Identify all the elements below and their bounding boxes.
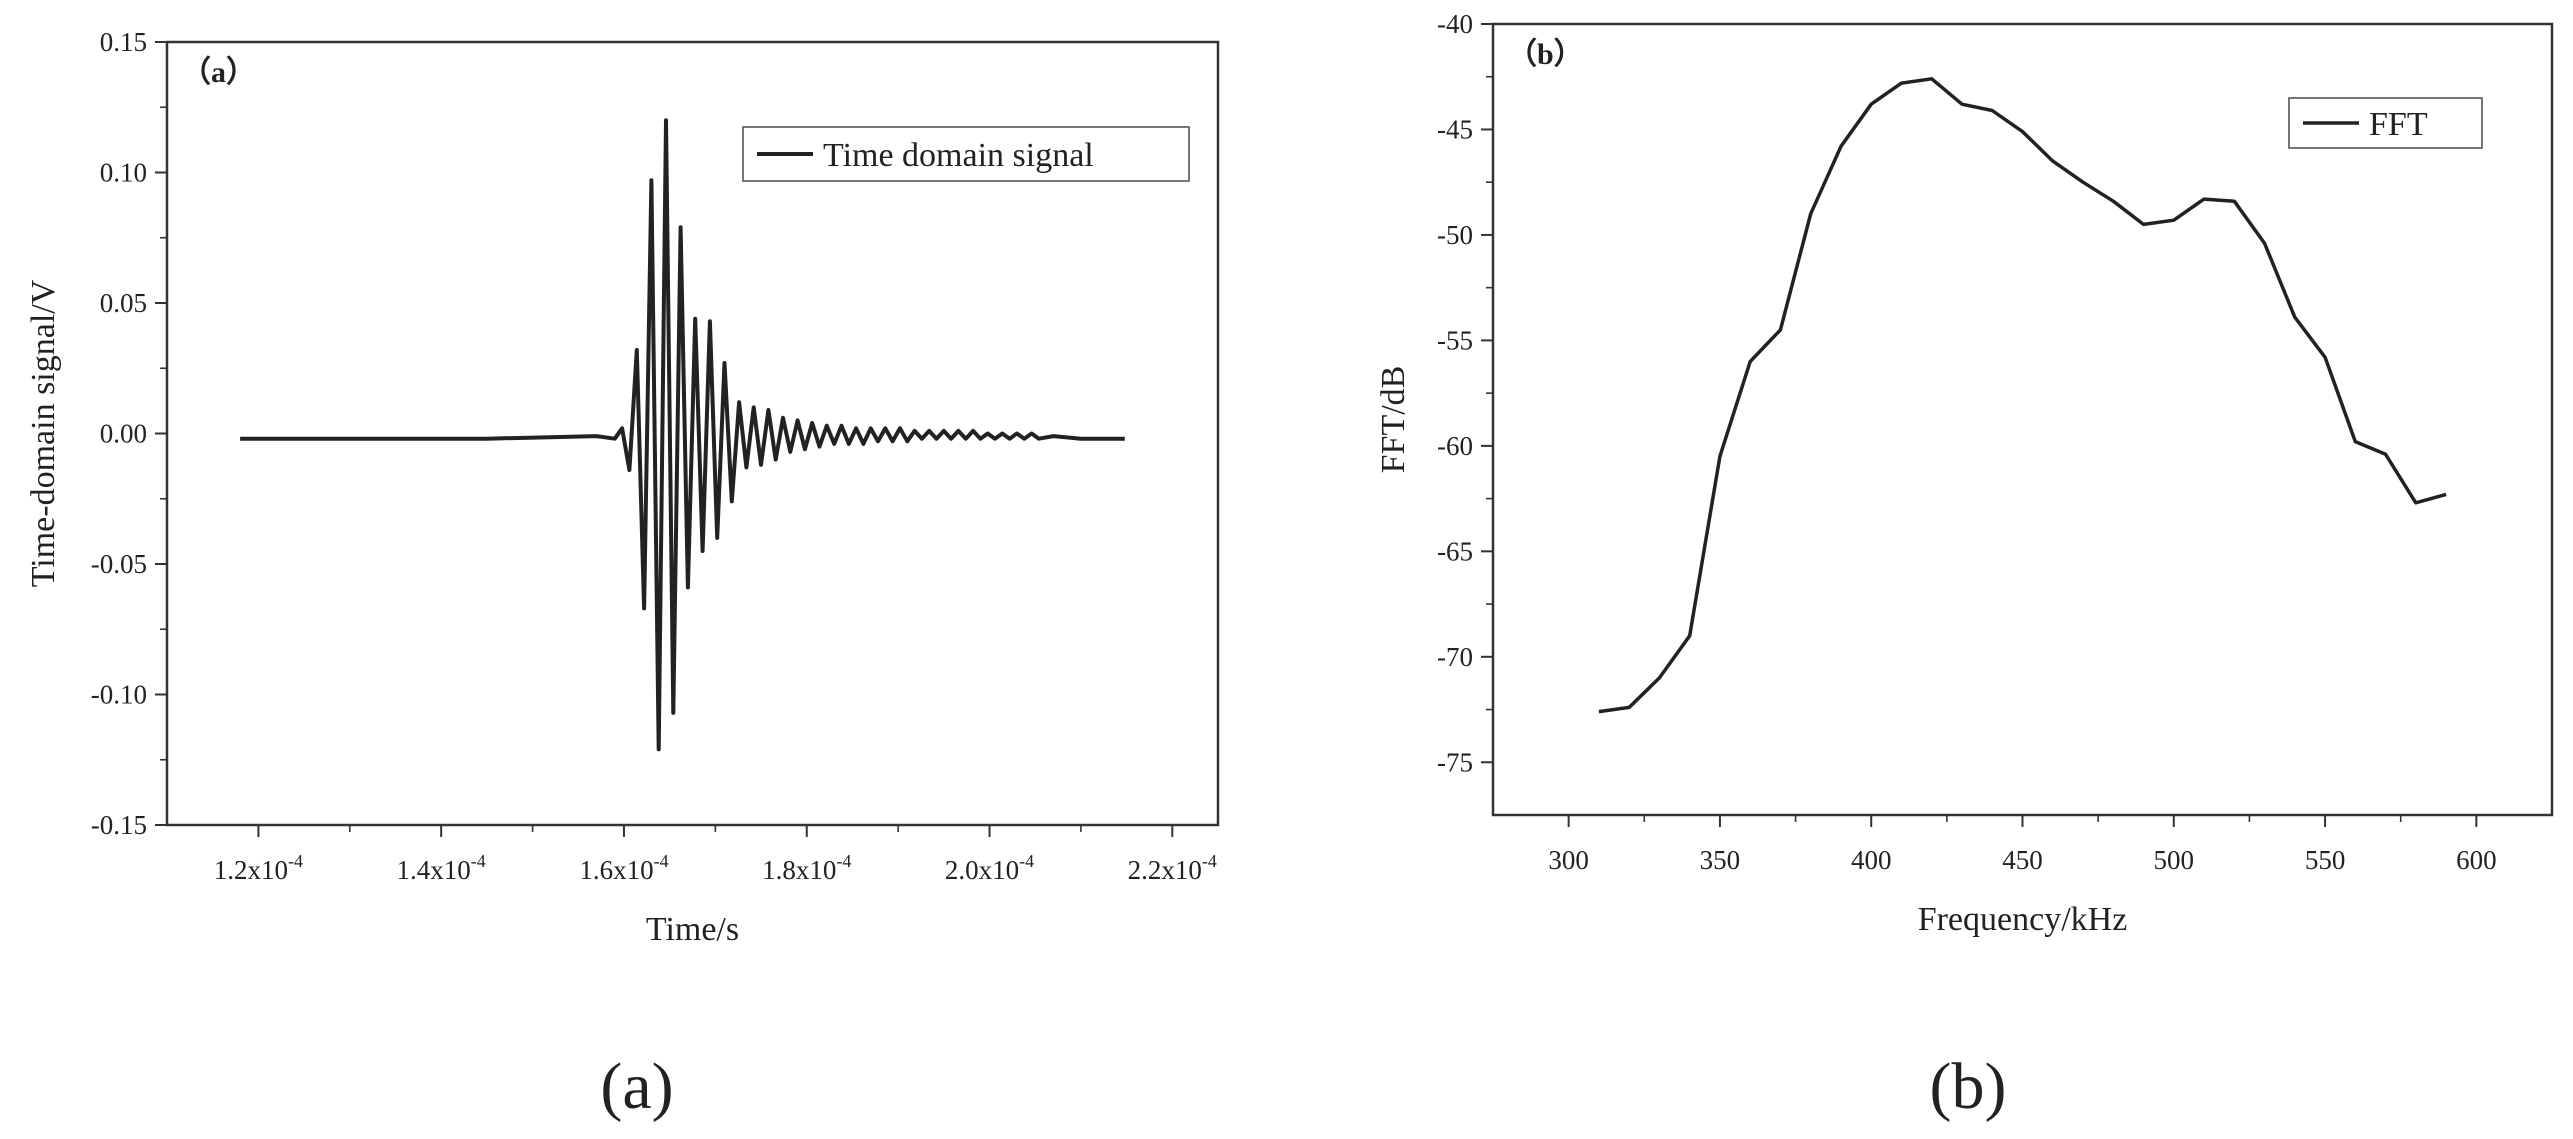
y-axis-title: Time-domain signal/V xyxy=(25,279,62,587)
y-tick-label: 0.15 xyxy=(100,27,147,57)
x-tick-label: 600 xyxy=(2456,845,2497,875)
x-tick-label: 1.6x10-4 xyxy=(579,851,668,885)
y-axis-ticks: -0.15 -0.10 -0.05 0.00 0.05 0.10 0.15 xyxy=(91,27,167,840)
y-axis-title: FFT/dB xyxy=(1375,366,1412,474)
x-tick-label: 1.4x10-4 xyxy=(397,851,486,885)
y-tick-label: -0.05 xyxy=(91,549,147,579)
x-tick-label: 2.0x10-4 xyxy=(945,851,1034,885)
x-tick-label: 400 xyxy=(1851,845,1892,875)
y-tick-label: -45 xyxy=(1437,114,1473,144)
y-tick-label: -60 xyxy=(1437,431,1473,461)
figure-caption: (a) xyxy=(600,1050,673,1123)
x-tick-label: 1.2x10-4 xyxy=(214,851,303,885)
legend-box xyxy=(742,126,1190,182)
time-domain-signal-line xyxy=(240,118,1125,752)
legend: Time domain signal xyxy=(742,126,1190,182)
y-tick-label: -0.15 xyxy=(91,810,147,840)
x-tick-label: 500 xyxy=(2154,845,2195,875)
x-axis-ticks: 1.2x10-4 1.4x10-4 1.6x10-4 1.8x10-4 2.0x10-4… xyxy=(214,825,1217,885)
y-tick-label: 0.05 xyxy=(100,288,147,318)
panel-tag: （a） xyxy=(181,55,256,89)
x-tick-label: 350 xyxy=(1700,845,1741,875)
x-axis-title: Time/s xyxy=(646,911,739,948)
y-tick-label: -75 xyxy=(1437,747,1473,777)
y-tick-label: 0.00 xyxy=(100,419,147,449)
x-tick-label: 550 xyxy=(2305,845,2346,875)
fft-chart: 300 350 400 450 500 550 600 -75 -70 -65 -60 -55 -50… xyxy=(1375,9,2554,938)
x-tick-label: 300 xyxy=(1548,845,1589,875)
legend: FFT xyxy=(2288,97,2483,149)
y-tick-label: -40 xyxy=(1437,9,1473,39)
y-tick-label: -65 xyxy=(1437,536,1473,566)
y-tick-label: -50 xyxy=(1437,220,1473,250)
legend-label: FFT xyxy=(2369,106,2428,143)
y-tick-label: -70 xyxy=(1437,642,1473,672)
x-tick-label: 1.8x10-4 xyxy=(762,851,851,885)
fft-line xyxy=(1598,77,2447,714)
y-tick-label: -55 xyxy=(1437,325,1473,355)
x-axis-title: Frequency/kHz xyxy=(1918,901,2128,938)
x-axis-ticks: 300 350 400 450 500 550 600 xyxy=(1548,815,2497,875)
x-tick-label: 450 xyxy=(2002,845,2043,875)
time-domain-chart: 1.2x10-4 1.4x10-4 1.6x10-4 1.8x10-4 2.0x10-4… xyxy=(25,27,1220,948)
y-axis-ticks: -75 -70 -65 -60 -55 -50 -45 -40 xyxy=(1437,9,1493,777)
y-tick-label: -0.10 xyxy=(91,680,147,710)
figure-caption: (b) xyxy=(1930,1050,2007,1123)
legend-label: Time domain signal xyxy=(823,137,1094,174)
y-tick-label: 0.10 xyxy=(100,158,147,188)
x-tick-label: 2.2x10-4 xyxy=(1128,851,1217,885)
panel-tag: （b） xyxy=(1507,37,1584,71)
